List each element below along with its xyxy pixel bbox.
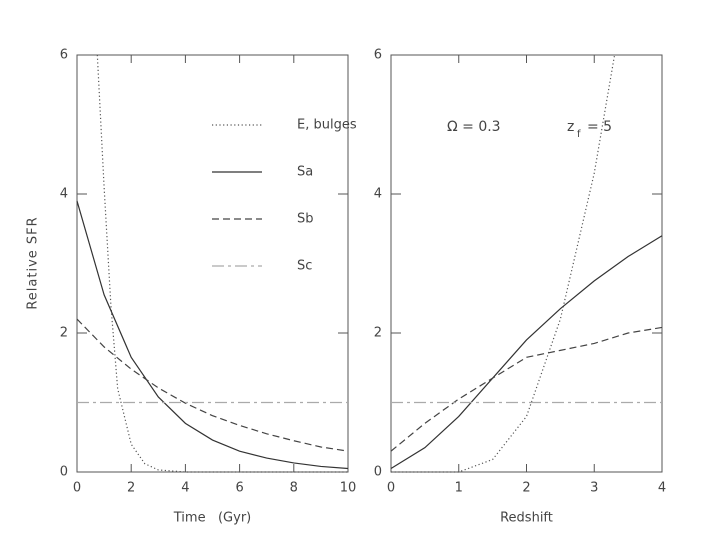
y-tick-label: 0 [60,465,68,480]
x-tick-label: 0 [73,481,81,496]
x-tick-label: 6 [235,481,243,496]
y-tick-label: 4 [374,187,382,202]
x-tick-label: 8 [290,481,298,496]
y-tick-label: 2 [374,326,382,341]
series-line [76,200,349,470]
plot-frame [390,54,663,473]
annotation: f [577,129,581,140]
annotation: = 5 [587,119,612,135]
legend-label: Sc [297,259,312,274]
y-tick-label: 6 [374,48,382,63]
x-tick-label: 0 [387,481,395,496]
annotation: Ω = 0.3 [447,119,501,135]
annotation: z [567,119,574,135]
legend-label: E, bulges [297,118,357,133]
series-line [390,235,663,470]
series-line [76,318,349,452]
x-axis-label: Time (Gyr) [173,511,251,526]
y-tick-label: 0 [374,465,382,480]
legend-label: Sa [297,165,313,180]
series-line [390,326,663,452]
x-tick-label: 1 [455,481,463,496]
x-tick-label: 10 [340,481,357,496]
y-tick-label: 2 [60,326,68,341]
y-axis-label: Relative SFR [26,216,41,309]
x-tick-label: 2 [127,481,135,496]
x-tick-label: 4 [181,481,189,496]
series-line [391,54,616,473]
x-tick-label: 4 [658,481,666,496]
x-tick-label: 2 [522,481,530,496]
y-tick-label: 4 [60,187,68,202]
x-tick-label: 3 [590,481,598,496]
x-axis-label: Redshift [500,511,553,526]
series-line [96,54,348,473]
y-tick-label: 6 [60,48,68,63]
legend-label: Sb [297,212,314,227]
plot-frame [76,54,349,473]
